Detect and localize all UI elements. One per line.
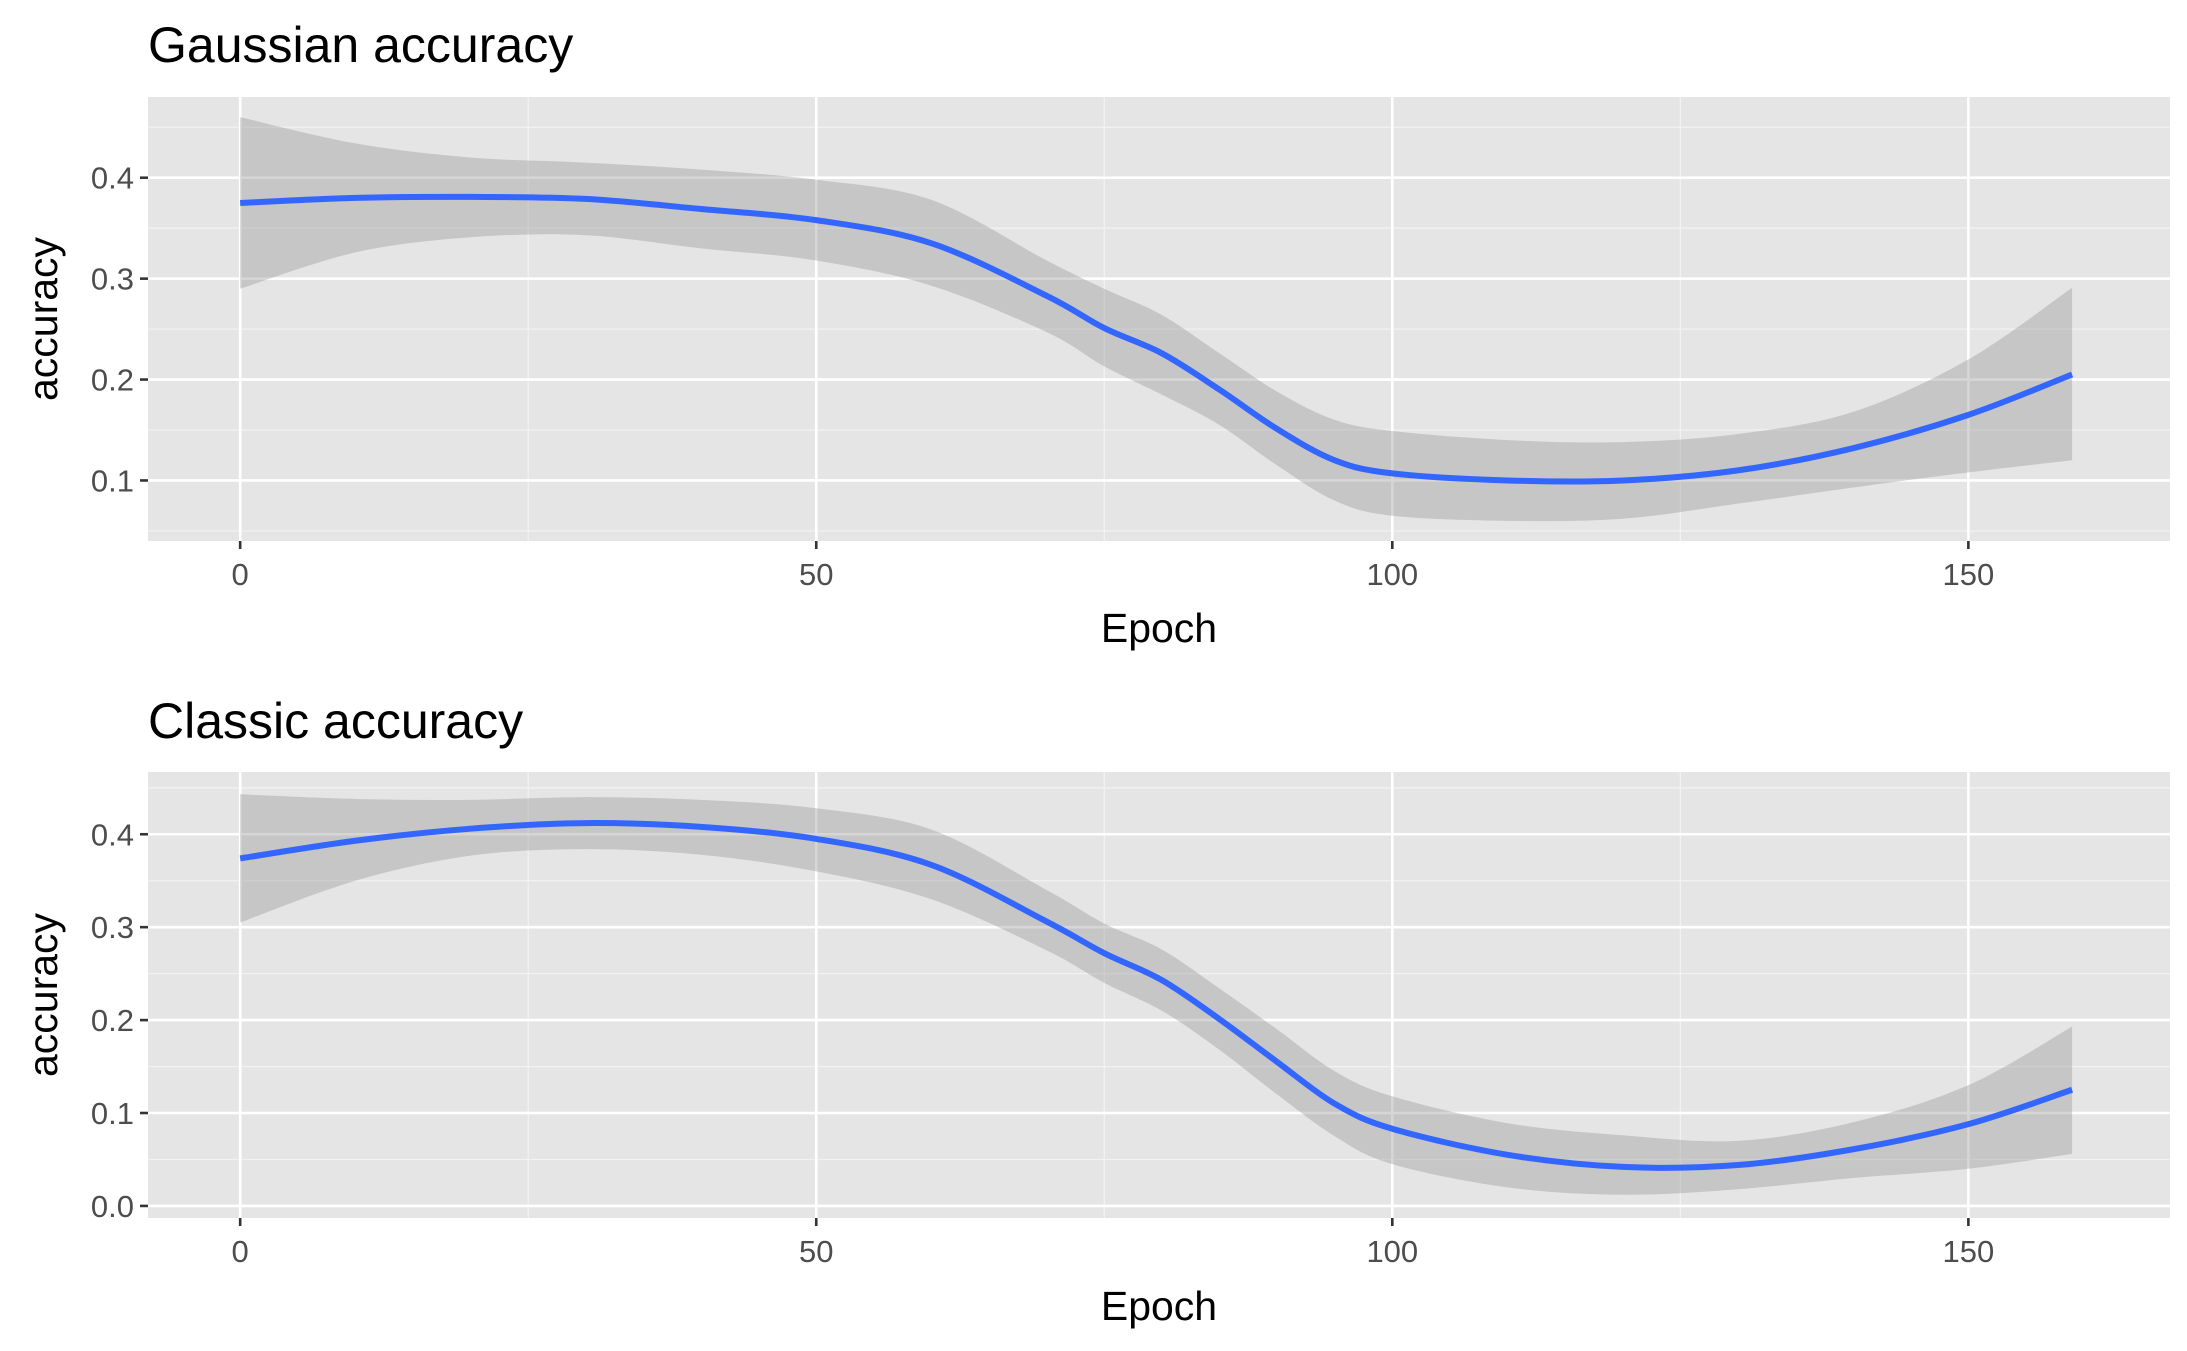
smooth-line	[240, 193, 2074, 485]
gaussian-accuracy-chart: Gaussian accuracy 0.1 0.2 0.3 0.4 0 50 1…	[20, 17, 2170, 651]
minor-gridlines	[148, 97, 2170, 541]
minor-gridlines	[148, 772, 2170, 1218]
x-tick-label: 0	[232, 1234, 249, 1269]
x-tick-label: 50	[799, 557, 833, 592]
smooth-line	[239, 820, 2074, 1171]
y-tick-label: 0.2	[91, 363, 134, 398]
x-axis-title: Epoch	[1101, 1283, 1217, 1329]
confidence-band	[240, 794, 2073, 1195]
major-gridlines	[148, 97, 2170, 541]
y-tick-label: 0.4	[91, 817, 134, 852]
y-tick-label: 0.3	[91, 262, 134, 297]
y-tick-label: 0.4	[91, 161, 134, 196]
y-tick-label: 0.1	[91, 463, 134, 498]
x-tick-label: 150	[1943, 557, 1995, 592]
chart-title: Gaussian accuracy	[148, 17, 573, 73]
plot-panel-background	[148, 772, 2170, 1218]
y-tick-label: 0.1	[91, 1096, 134, 1131]
plot-panel-background	[148, 97, 2170, 541]
x-tick-label: 50	[799, 1234, 833, 1269]
x-axis: 0 50 100 150	[232, 541, 1995, 592]
y-tick-label: 0.0	[91, 1189, 134, 1224]
x-tick-label: 100	[1366, 1234, 1418, 1269]
x-tick-label: 150	[1943, 1234, 1995, 1269]
classic-accuracy-chart: Classic accuracy 0.0 0.1 0.2 0.3 0.4 0 5…	[20, 693, 2170, 1329]
x-axis: 0 50 100 150	[232, 1218, 1995, 1269]
y-axis: 0.1 0.2 0.3 0.4	[91, 161, 148, 498]
x-tick-label: 0	[232, 557, 249, 592]
y-axis-title: accuracy	[20, 236, 66, 401]
chart-title: Classic accuracy	[148, 693, 523, 749]
confidence-band	[240, 117, 2073, 522]
x-tick-label: 100	[1366, 557, 1418, 592]
x-axis-title: Epoch	[1101, 605, 1217, 651]
y-axis: 0.0 0.1 0.2 0.3 0.4	[91, 817, 148, 1224]
y-tick-label: 0.2	[91, 1003, 134, 1038]
major-gridlines	[148, 772, 2170, 1218]
y-tick-label: 0.3	[91, 910, 134, 945]
y-axis-title: accuracy	[20, 912, 66, 1077]
